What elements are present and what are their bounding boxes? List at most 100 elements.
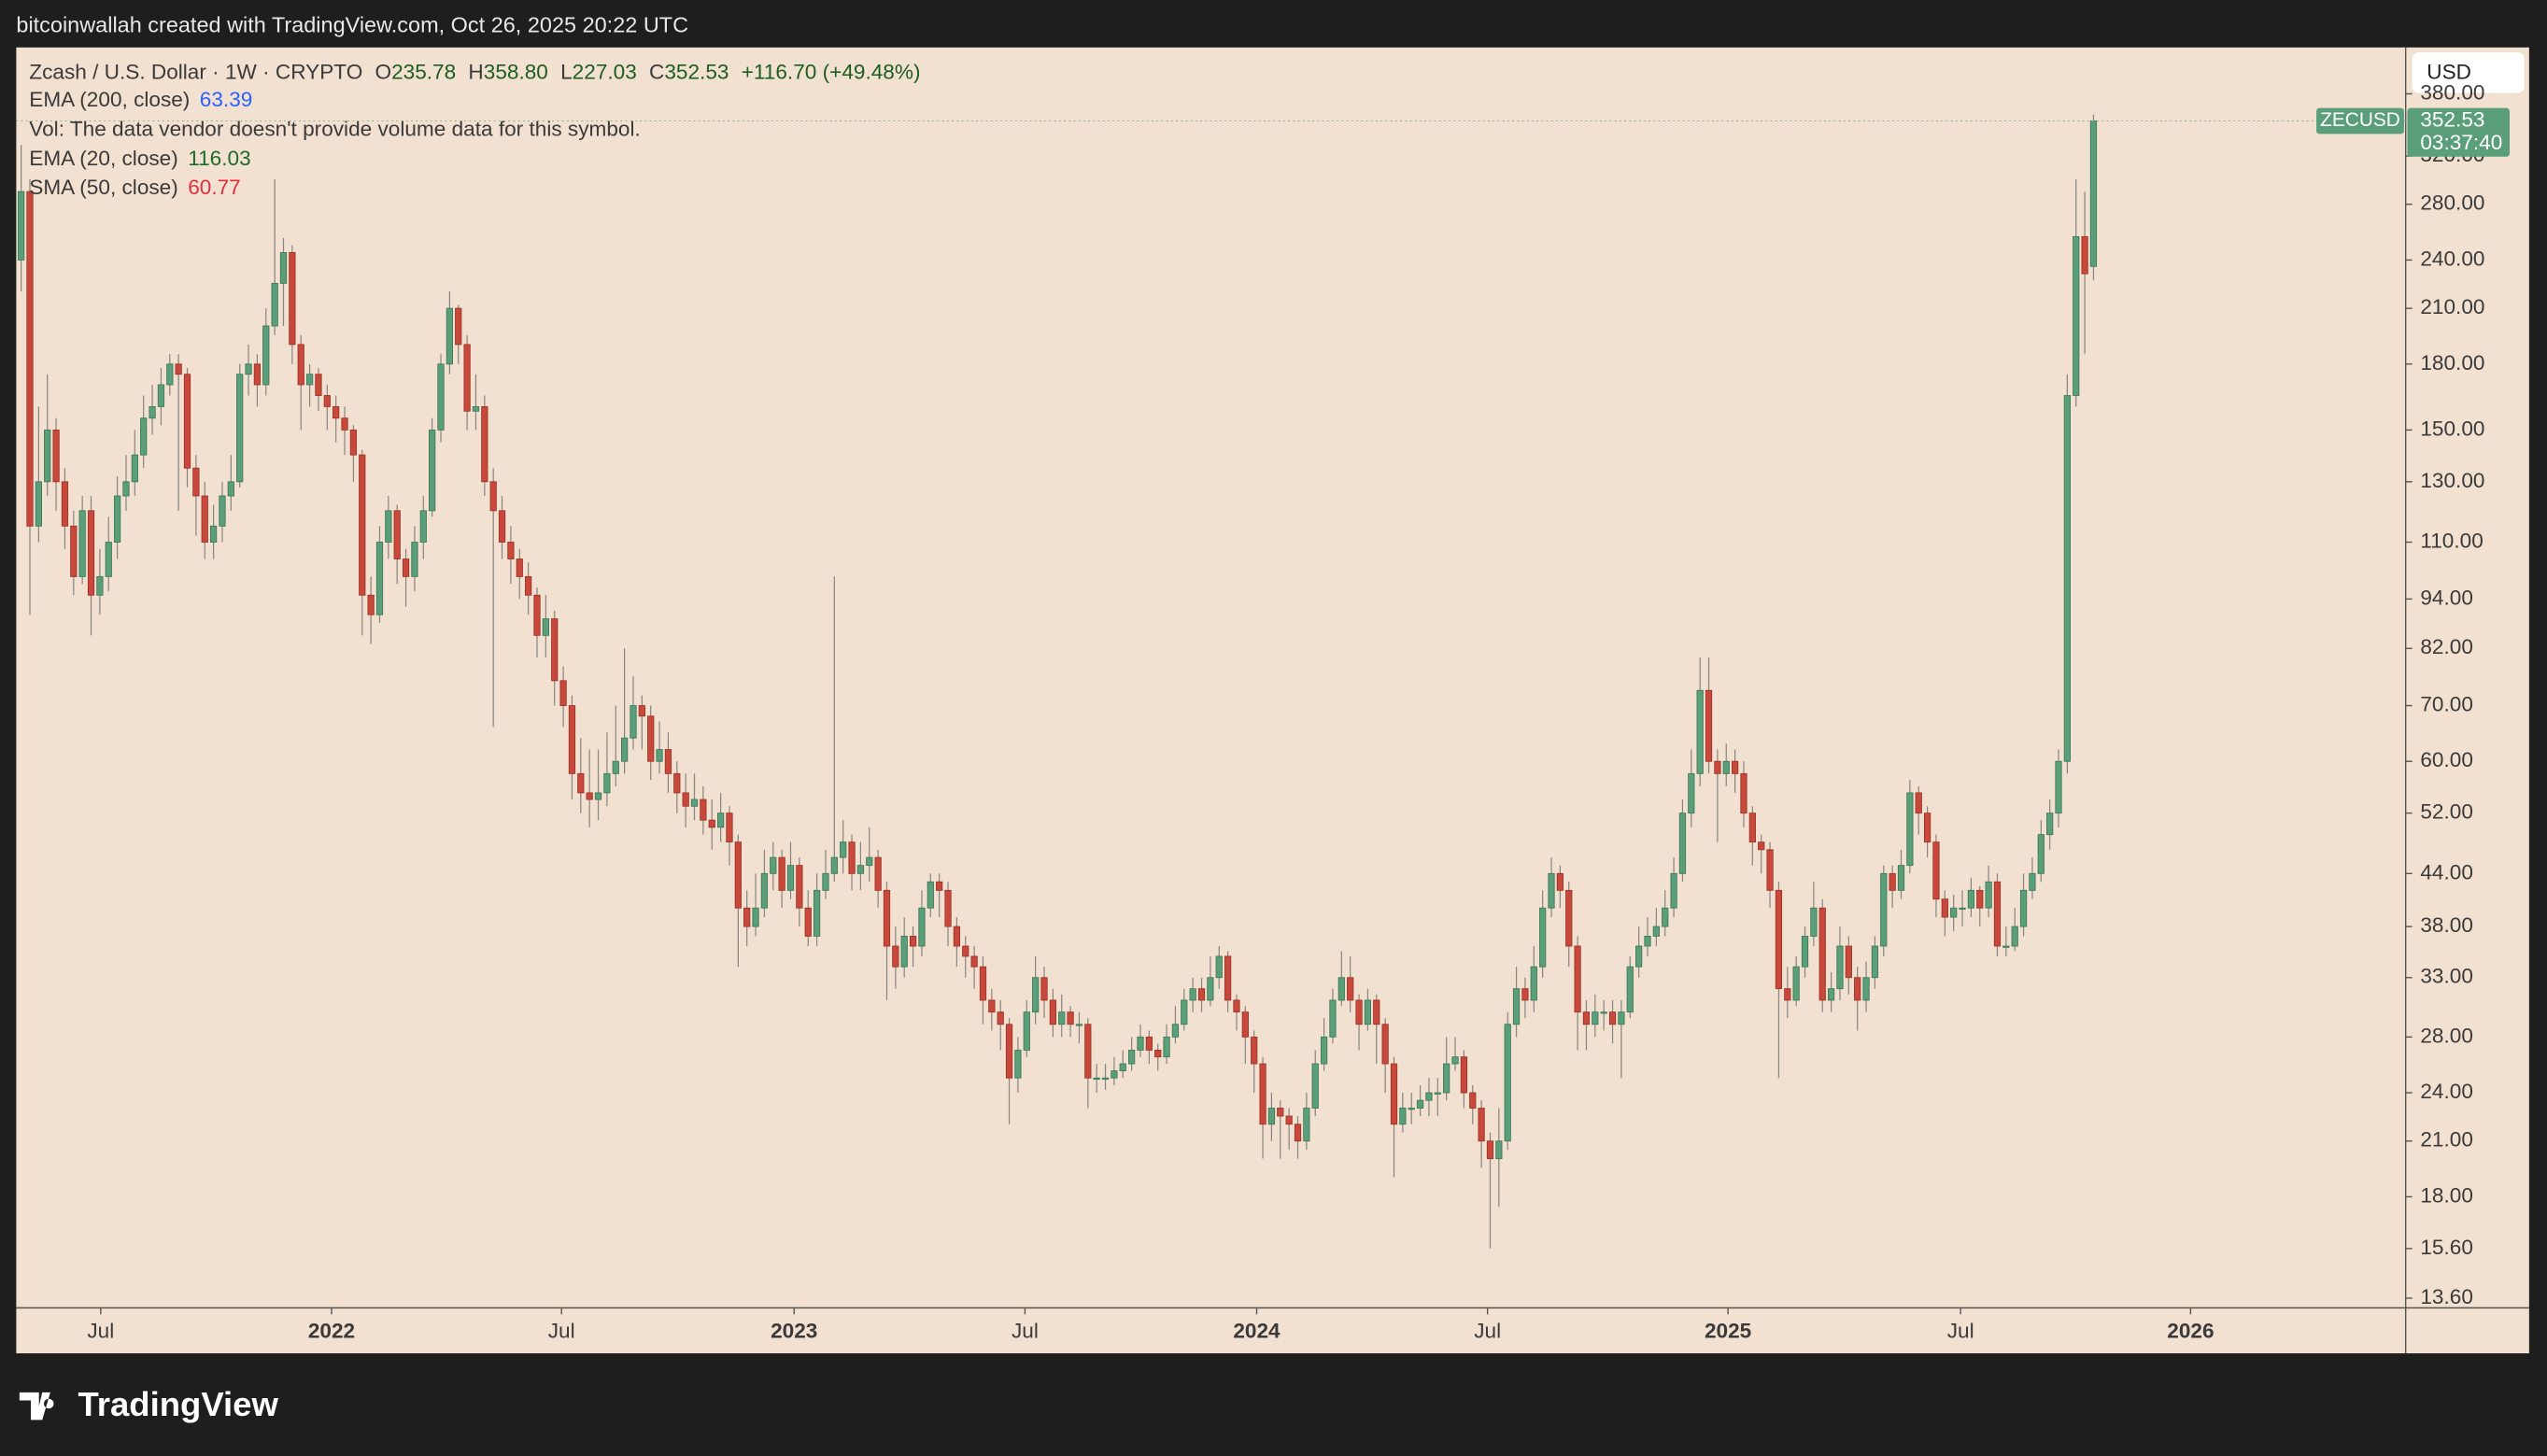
indicator-name: EMA (200, close)	[29, 88, 190, 111]
candle-body	[612, 760, 619, 774]
candle-body	[2089, 120, 2098, 267]
candle-body	[1111, 1070, 1118, 1079]
candle-body	[525, 575, 532, 596]
x-tick-label: Jul	[87, 1319, 114, 1342]
candle-body	[1976, 889, 1984, 909]
candle-body	[2037, 834, 2045, 874]
candle-body	[1373, 999, 1380, 1025]
candle-body	[1539, 907, 1547, 968]
ohlc-label: O	[375, 61, 392, 84]
candle-body	[2029, 872, 2036, 891]
candle-body	[1137, 1036, 1144, 1051]
indicator-name: SMA (50, close)	[29, 176, 177, 199]
candle-body	[183, 374, 191, 469]
candle-body	[1478, 1108, 1485, 1142]
candle-body	[1486, 1140, 1494, 1160]
ohlc-value: 352.53	[664, 61, 729, 84]
candle-body	[1049, 999, 1056, 1025]
candle-body	[822, 872, 829, 891]
candle-body	[1163, 1036, 1170, 1058]
candle-body	[472, 405, 480, 412]
candle-body	[341, 417, 348, 431]
candle-body	[271, 282, 278, 327]
candle-body	[700, 799, 707, 821]
candle-body	[1364, 999, 1372, 1025]
candle-body	[262, 325, 270, 386]
candle-body	[122, 481, 130, 497]
candle-body	[568, 705, 576, 774]
candle-body	[402, 558, 410, 577]
y-tick-label: 18.00	[2420, 1183, 2473, 1207]
candle-body	[78, 510, 86, 577]
candle-body	[140, 417, 148, 456]
candle-body	[359, 454, 366, 596]
candle-body	[533, 594, 541, 636]
brand-name: TradingView	[78, 1385, 278, 1423]
candle-body	[577, 772, 585, 794]
candle-body	[1626, 966, 1634, 1013]
legend-row: SMA (50, close) 60.77	[29, 176, 240, 199]
candle-body	[1941, 898, 1948, 918]
candle-body	[26, 191, 34, 527]
currency-button[interactable]	[2412, 52, 2525, 93]
candle-body	[786, 865, 795, 891]
indicator-value: 60.77	[188, 176, 241, 199]
y-tick-label: 52.00	[2420, 800, 2473, 824]
y-tick-label: 70.00	[2420, 693, 2473, 716]
candle-body	[1504, 1024, 1511, 1142]
candle-body	[367, 594, 375, 615]
candle-body	[149, 405, 156, 419]
candle-body	[664, 749, 672, 774]
candle-body	[1337, 977, 1345, 1001]
candle-body	[1889, 872, 1896, 891]
candle-body	[385, 510, 392, 543]
y-tick-label: 110.00	[2420, 529, 2483, 552]
y-tick-label: 94.00	[2420, 586, 2473, 609]
candle-body	[463, 344, 471, 412]
candle-body	[936, 881, 943, 891]
candle-body	[1688, 772, 1695, 814]
currency-label[interactable]: USD	[2427, 61, 2471, 84]
candle-body	[1434, 1092, 1441, 1095]
candle-body	[1915, 792, 1922, 814]
ohlc-value: 358.80	[484, 61, 548, 84]
legend: Zcash / U.S. Dollar · 1W · CRYPTO O235.7…	[29, 61, 920, 199]
candle-body	[752, 907, 759, 927]
candle-body	[245, 363, 252, 375]
candle-body	[1101, 1077, 1110, 1081]
candle-body	[1460, 1056, 1468, 1094]
x-tick-label: 2023	[771, 1319, 817, 1342]
candle-body	[96, 575, 104, 596]
y-tick-label: 44.00	[2420, 860, 2473, 883]
candle-body	[52, 429, 60, 483]
candle-body	[909, 935, 917, 947]
candle-body	[883, 889, 891, 947]
y-tick-label: 28.00	[2420, 1024, 2473, 1047]
candle-body	[1014, 1050, 1022, 1079]
candle-body	[1758, 841, 1765, 851]
candle-body	[1512, 988, 1521, 1025]
candle-body	[1154, 1050, 1162, 1058]
y-tick-label: 150.00	[2420, 417, 2484, 440]
candle-body	[1950, 907, 1958, 918]
candle-body	[1347, 977, 1354, 1001]
candle-body	[1530, 966, 1537, 1001]
candle-body	[1355, 999, 1363, 1025]
y-tick-label: 180.00	[2420, 351, 2484, 375]
candle-body	[446, 307, 453, 365]
candle-body	[131, 454, 138, 483]
candle-body	[2055, 760, 2062, 814]
candle-body	[1644, 935, 1651, 947]
candle-body	[1399, 1108, 1407, 1125]
candle-body	[157, 384, 165, 407]
candle-body	[1670, 872, 1677, 909]
candle-body	[1548, 872, 1555, 909]
x-tick-label: Jul	[548, 1319, 575, 1342]
candle-body	[1801, 935, 1809, 968]
legend-row: Zcash / U.S. Dollar · 1W · CRYPTO O235.7…	[29, 61, 920, 84]
candle-body	[647, 715, 655, 762]
y-tick-label: 82.00	[2420, 635, 2473, 658]
candle-body	[297, 344, 304, 386]
price-tag-symbol: ZECUSD	[2320, 109, 2400, 131]
